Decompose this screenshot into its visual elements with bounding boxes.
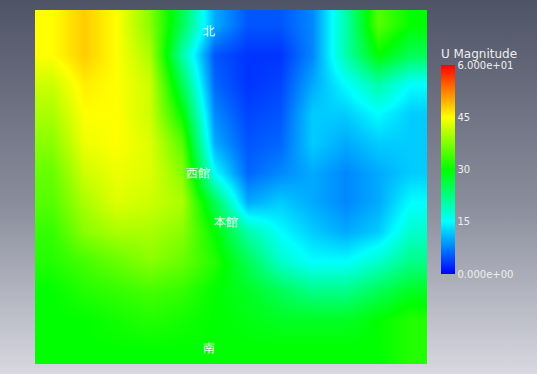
svg-text:U Magnitude: U Magnitude	[441, 47, 517, 61]
svg-text:6.000e+01: 6.000e+01	[458, 60, 514, 71]
svg-text:30: 30	[458, 164, 471, 175]
svg-text:45: 45	[458, 112, 471, 123]
svg-text:15: 15	[458, 216, 471, 227]
svg-text:南: 南	[203, 341, 215, 355]
svg-text:0.000e+00: 0.000e+00	[458, 269, 514, 280]
svg-text:北: 北	[203, 24, 215, 38]
svg-text:本館: 本館	[214, 215, 238, 229]
svg-text:西館: 西館	[186, 166, 210, 180]
